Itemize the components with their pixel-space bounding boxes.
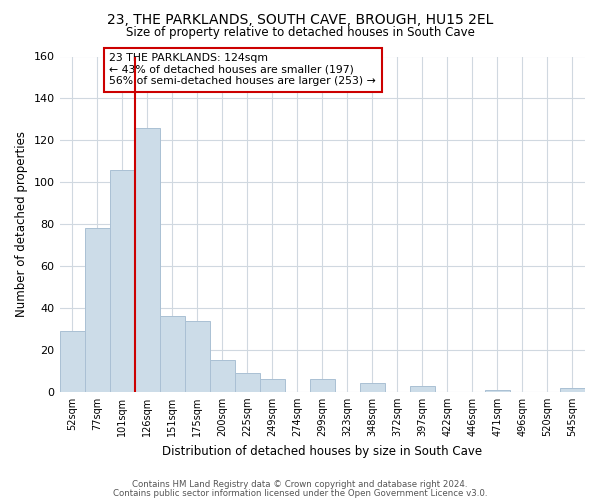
Text: Contains public sector information licensed under the Open Government Licence v3: Contains public sector information licen… [113,488,487,498]
Bar [235,373,260,392]
Text: Contains HM Land Registry data © Crown copyright and database right 2024.: Contains HM Land Registry data © Crown c… [132,480,468,489]
Bar [360,384,385,392]
Bar [160,316,185,392]
Text: Size of property relative to detached houses in South Cave: Size of property relative to detached ho… [125,26,475,39]
Bar [59,331,85,392]
Bar [134,128,160,392]
Bar [410,386,435,392]
Text: 23 THE PARKLANDS: 124sqm
← 43% of detached houses are smaller (197)
56% of semi-: 23 THE PARKLANDS: 124sqm ← 43% of detach… [109,53,376,86]
Bar [485,390,510,392]
X-axis label: Distribution of detached houses by size in South Cave: Distribution of detached houses by size … [162,444,482,458]
Bar [209,360,235,392]
Bar [85,228,110,392]
Bar [260,379,285,392]
Bar [560,388,585,392]
Bar [185,320,209,392]
Bar [110,170,134,392]
Bar [310,379,335,392]
Text: 23, THE PARKLANDS, SOUTH CAVE, BROUGH, HU15 2EL: 23, THE PARKLANDS, SOUTH CAVE, BROUGH, H… [107,12,493,26]
Y-axis label: Number of detached properties: Number of detached properties [15,131,28,317]
